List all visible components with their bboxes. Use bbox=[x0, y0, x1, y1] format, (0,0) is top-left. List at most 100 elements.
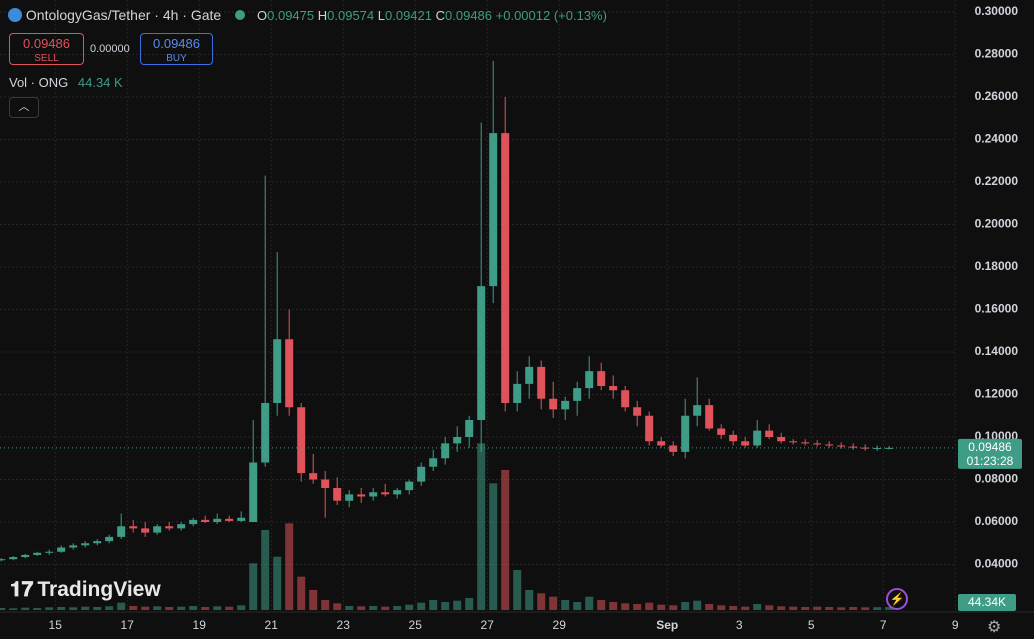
candle-body bbox=[441, 443, 450, 459]
countdown-label: 01:23:28 bbox=[967, 454, 1014, 468]
y-tick-label: 0.04000 bbox=[975, 557, 1019, 571]
candle-body bbox=[309, 473, 318, 480]
candle-body bbox=[777, 437, 786, 442]
sell-label: SELL bbox=[34, 53, 59, 64]
volume-bar bbox=[597, 600, 606, 610]
volume-bar bbox=[93, 607, 102, 610]
settings-icon[interactable]: ⚙ bbox=[987, 619, 1002, 636]
volume-bar bbox=[225, 606, 234, 610]
header: OntologyGas/Tether · 4h · Gate O0.09475 … bbox=[8, 7, 607, 23]
alert-icon[interactable]: ⚡ bbox=[886, 588, 908, 610]
symbol-title[interactable]: OntologyGas/Tether · 4h · Gate bbox=[25, 7, 222, 23]
volume-bar bbox=[381, 606, 390, 610]
y-tick-label: 0.06000 bbox=[975, 514, 1019, 528]
candle-body bbox=[597, 371, 606, 386]
y-tick-label: 0.26000 bbox=[975, 89, 1019, 103]
candle-body bbox=[57, 547, 66, 552]
volume-bar bbox=[885, 607, 894, 610]
volume-bar bbox=[141, 606, 150, 610]
volume-bar bbox=[645, 602, 654, 610]
logo: 𝟏𝟕 TradingView bbox=[10, 578, 161, 601]
volume-bar bbox=[825, 607, 834, 610]
volume-bar bbox=[501, 470, 510, 610]
candle-body bbox=[177, 524, 186, 529]
candle-body bbox=[9, 557, 18, 560]
change-value: +0.00012 (+0.13%) bbox=[495, 8, 607, 23]
volume-bar bbox=[573, 602, 582, 610]
candle-body bbox=[225, 518, 234, 521]
candle-body bbox=[837, 445, 846, 447]
volume-bar bbox=[237, 605, 246, 610]
candle-body bbox=[69, 545, 78, 548]
candle-body bbox=[105, 536, 114, 542]
collapse-button[interactable]: ︿ bbox=[9, 97, 39, 118]
candle-body bbox=[789, 441, 798, 443]
y-tick-label: 0.22000 bbox=[975, 174, 1019, 188]
y-tick-label: 0.14000 bbox=[975, 344, 1019, 358]
volume-bar bbox=[165, 607, 174, 610]
volume-bar bbox=[549, 596, 558, 610]
volume-value: 44.34 K bbox=[77, 75, 123, 90]
candle-body bbox=[429, 458, 438, 467]
volume-bar bbox=[201, 607, 210, 610]
buy-price: 0.09486 bbox=[153, 36, 200, 51]
x-tick-label: 25 bbox=[409, 618, 423, 632]
open-value: 0.09475 bbox=[267, 8, 315, 23]
volume-bar bbox=[729, 606, 738, 610]
candle-body bbox=[285, 339, 294, 408]
volume-bar bbox=[849, 607, 858, 610]
candle-body bbox=[609, 386, 618, 391]
candle-body bbox=[489, 133, 498, 287]
candle-body bbox=[741, 441, 750, 446]
ohlc-letter: O bbox=[257, 8, 268, 23]
volume-bar bbox=[309, 590, 318, 610]
candle-body bbox=[357, 494, 366, 497]
volume-bar bbox=[789, 606, 798, 610]
candle-body bbox=[645, 415, 654, 442]
candle-body bbox=[465, 420, 474, 437]
candle-body bbox=[141, 528, 150, 533]
volume-bar bbox=[357, 606, 366, 610]
volume-bar bbox=[177, 606, 186, 610]
volume-bar bbox=[81, 606, 90, 610]
candle-body bbox=[0, 559, 6, 561]
volume-bar bbox=[33, 608, 42, 610]
y-tick-label: 0.30000 bbox=[975, 4, 1019, 18]
volume-bar bbox=[741, 606, 750, 610]
candle-body bbox=[765, 430, 774, 437]
volume-bar bbox=[45, 607, 54, 610]
candle-body bbox=[729, 434, 738, 442]
candle-body bbox=[153, 526, 162, 533]
candle-body bbox=[669, 445, 678, 452]
x-tick-label: 3 bbox=[736, 618, 743, 632]
volume-bar bbox=[369, 606, 378, 610]
y-tick-label: 0.16000 bbox=[975, 302, 1019, 316]
candle-body bbox=[405, 481, 414, 491]
candle-body bbox=[381, 492, 390, 495]
volume-bar bbox=[249, 563, 258, 610]
candle-body bbox=[849, 446, 858, 448]
ohlc-letter: C bbox=[435, 8, 446, 23]
candle-body bbox=[813, 443, 822, 445]
x-tick-label: 21 bbox=[265, 618, 279, 632]
buy-button[interactable]: 0.09486 BUY bbox=[140, 33, 213, 65]
volume-bar bbox=[57, 607, 66, 610]
sell-button[interactable]: 0.09486 SELL bbox=[9, 33, 84, 65]
volume-bar bbox=[129, 606, 138, 610]
x-tick-label: Sep bbox=[656, 618, 678, 632]
spread: 0.00000 bbox=[90, 43, 130, 55]
volume-bar bbox=[189, 606, 198, 610]
volume-legend: Vol · ONG 44.34 K bbox=[9, 75, 123, 90]
candle-body bbox=[321, 479, 330, 488]
candle-body bbox=[273, 339, 282, 403]
volume-bar bbox=[525, 590, 534, 610]
volume-bar bbox=[429, 600, 438, 610]
candle-body bbox=[345, 494, 354, 501]
last-price-label: 0.09486 bbox=[968, 440, 1012, 454]
candle-body bbox=[585, 371, 594, 389]
candle-body bbox=[393, 490, 402, 495]
candle-body bbox=[873, 448, 882, 450]
candle-body bbox=[513, 383, 522, 403]
volume-bar bbox=[0, 608, 6, 610]
